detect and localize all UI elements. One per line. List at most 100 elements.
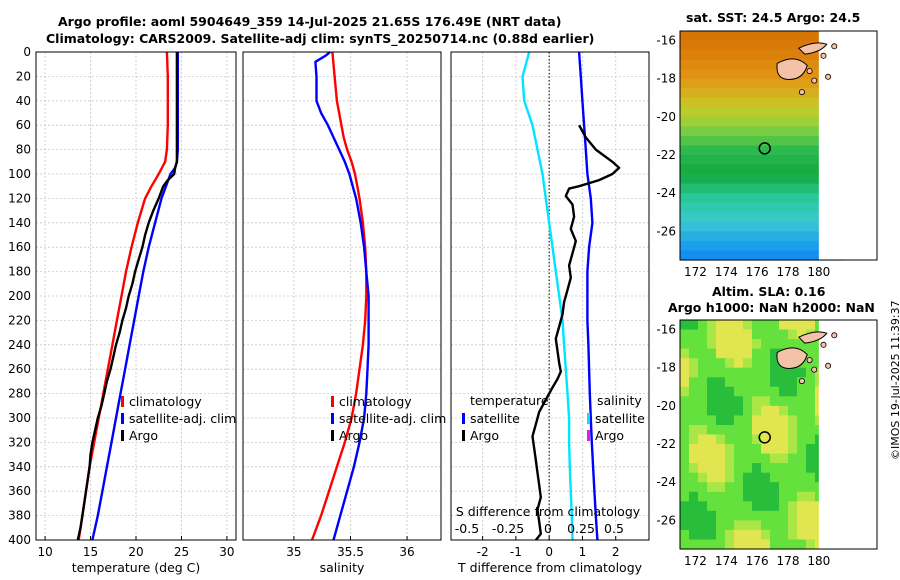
sst-cell <box>752 126 762 137</box>
sla-cell <box>707 529 717 540</box>
sla-cell <box>806 386 816 397</box>
sla-cell <box>761 386 771 397</box>
sst-cell <box>716 40 726 51</box>
main-title-line1: Argo profile: aoml 5904649_359 14-Jul-20… <box>58 14 562 29</box>
sla-cell <box>716 453 726 464</box>
sst-cell <box>743 212 753 223</box>
sla-cell <box>707 339 717 350</box>
sst-cell <box>716 212 726 223</box>
sla-cell <box>788 501 798 512</box>
sla-cell <box>734 339 744 350</box>
sst-cell <box>797 183 807 194</box>
diff-xtick2-label: -0.25 <box>492 521 524 536</box>
sla-cell <box>680 529 690 540</box>
sla-cell <box>707 501 717 512</box>
temperature-xtick-label: 25 <box>174 545 189 559</box>
sst-cell <box>689 155 699 166</box>
sst-cell <box>770 202 780 213</box>
sla-cell <box>752 539 762 550</box>
sst-cell <box>779 174 789 185</box>
sst-cell <box>797 164 807 175</box>
sla-cell <box>680 453 690 464</box>
sst-cell <box>725 107 735 118</box>
sst-cell <box>725 240 735 251</box>
sst-cell <box>770 136 780 147</box>
sla-cell <box>716 472 726 483</box>
sst-cell <box>752 155 762 166</box>
diff-legend-s-swatch <box>587 413 590 424</box>
sla-cell <box>770 320 780 331</box>
sla-cell <box>716 329 726 340</box>
sla-cell <box>725 386 735 397</box>
sst-cell <box>707 250 717 261</box>
sla-cell <box>734 539 744 550</box>
sst-cell <box>680 136 690 147</box>
sst-cell <box>707 107 717 118</box>
temperature-legend-label: climatology <box>129 394 202 409</box>
sla-cell <box>716 367 726 378</box>
sla-cell <box>797 501 807 512</box>
sst-cell <box>689 69 699 80</box>
sla-cell <box>725 482 735 493</box>
sla-cell <box>779 510 789 521</box>
sst-cell <box>716 202 726 213</box>
diff-xtick2-label: 0.25 <box>567 521 595 536</box>
sst-cell <box>779 136 789 147</box>
temperature-xtick-label: 10 <box>37 545 52 559</box>
sla-map-title-line2: Argo h1000: NaN h2000: NaN <box>668 300 875 315</box>
sst-cell <box>698 183 708 194</box>
sla-cell <box>707 453 717 464</box>
sla-cell <box>743 320 753 331</box>
sla-cell <box>680 472 690 483</box>
sla-cell <box>698 320 708 331</box>
sla-cell <box>797 415 807 426</box>
sla-lat-tick: -20 <box>656 399 676 413</box>
sst-cell <box>725 136 735 147</box>
sst-cell <box>689 202 699 213</box>
sst-cell <box>725 183 735 194</box>
sla-cell <box>689 320 699 331</box>
sst-cell <box>770 250 780 261</box>
depth-tick-label: 100 <box>8 167 31 181</box>
sst-cell <box>797 126 807 137</box>
sla-cell <box>770 520 780 531</box>
sst-cell <box>698 164 708 175</box>
sla-cell <box>707 434 717 445</box>
sst-cell <box>788 88 798 99</box>
sla-cell <box>707 396 717 407</box>
sst-no-data-area <box>818 31 877 260</box>
sst-cell <box>725 164 735 175</box>
sla-lat-tick: -18 <box>656 361 676 375</box>
sla-cell <box>779 501 789 512</box>
sla-cell <box>806 348 816 359</box>
sla-cell <box>725 529 735 540</box>
sst-cell <box>734 40 744 51</box>
sla-cell <box>698 472 708 483</box>
sst-cell <box>707 116 717 127</box>
salinity-xtick-label: 35.5 <box>337 545 364 559</box>
sst-cell <box>734 31 744 42</box>
sla-cell <box>689 396 699 407</box>
sst-cell <box>806 107 816 118</box>
sla-cell <box>788 529 798 540</box>
sla-cell <box>698 348 708 359</box>
sla-cell <box>743 434 753 445</box>
depth-tick-label: 140 <box>8 216 31 230</box>
sst-cell <box>743 240 753 251</box>
sst-cell <box>716 97 726 108</box>
sst-cell <box>797 202 807 213</box>
sla-cell <box>788 367 798 378</box>
sst-cell <box>806 174 816 185</box>
sla-cell <box>752 396 762 407</box>
sla-cell <box>689 520 699 531</box>
depth-tick-label: 300 <box>8 411 31 425</box>
sla-cell <box>761 358 771 369</box>
sla-cell <box>716 434 726 445</box>
sla-cell <box>779 386 789 397</box>
sla-cell <box>752 329 762 340</box>
sst-lon-tick: 172 <box>684 265 707 279</box>
sla-cell <box>689 510 699 521</box>
sst-cell <box>707 31 717 42</box>
sst-cell <box>788 221 798 232</box>
sst-cell <box>788 116 798 127</box>
